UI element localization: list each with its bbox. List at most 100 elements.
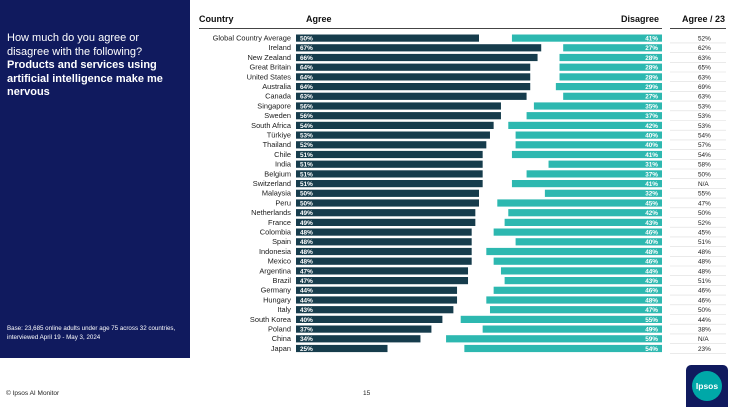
agree-2023-label: 62%	[698, 45, 711, 52]
agree-2023-label: 48%	[698, 268, 711, 275]
agree-bar	[296, 73, 531, 81]
disagree-value-label: 40%	[645, 133, 658, 140]
disagree-bar	[559, 63, 662, 71]
country-label: Spain	[272, 237, 291, 246]
agree-bar	[296, 296, 458, 304]
agree-bar	[296, 141, 487, 149]
agree-value-label: 48%	[300, 259, 313, 266]
agree-bar	[296, 121, 494, 129]
agree-bar	[296, 92, 527, 100]
country-label: Germany	[261, 286, 292, 295]
question-lead: How much do you agree or disagree with t…	[7, 32, 143, 58]
country-label: Indonesia	[259, 247, 292, 256]
agree-bar	[296, 189, 479, 197]
disagree-value-label: 40%	[645, 239, 658, 246]
disagree-bar	[508, 121, 662, 129]
question-main: Products and services using artificial i…	[7, 59, 163, 98]
disagree-bar	[515, 131, 662, 139]
disagree-value-label: 47%	[645, 307, 658, 314]
disagree-value-label: 37%	[645, 113, 658, 120]
agree-value-label: 64%	[300, 84, 313, 91]
agree-value-label: 52%	[300, 142, 313, 149]
header-divider-trend	[670, 28, 726, 29]
agree-value-label: 49%	[300, 220, 313, 227]
disagree-value-label: 43%	[645, 220, 658, 227]
disagree-bar	[493, 228, 662, 236]
disagree-value-label: 41%	[645, 36, 658, 43]
header-disagree: Disagree	[621, 14, 660, 24]
disagree-value-label: 27%	[645, 45, 658, 52]
disagree-bar	[497, 199, 662, 207]
country-label: Great Britain	[250, 63, 292, 72]
agree-2023-label: 55%	[698, 191, 711, 198]
country-label: South Africa	[251, 121, 292, 130]
question-panel: How much do you agree or disagree with t…	[0, 0, 190, 358]
ipsos-logo-mark: Ipsos	[692, 371, 722, 401]
country-label: United States	[247, 72, 292, 81]
country-label: Malaysia	[262, 189, 292, 198]
ipsos-logo: Ipsos	[686, 365, 728, 407]
disagree-bar	[493, 257, 662, 265]
country-label: Chile	[274, 150, 291, 159]
agree-2023-label: 50%	[698, 171, 711, 178]
disagree-value-label: 31%	[645, 162, 658, 169]
agree-bar	[296, 44, 542, 52]
country-label: India	[275, 160, 292, 169]
agree-bar	[296, 112, 501, 120]
disagree-value-label: 55%	[645, 317, 658, 324]
agree-bar	[296, 306, 454, 314]
agree-2023-label: 54%	[698, 152, 711, 159]
disagree-bar	[489, 306, 662, 314]
disagree-bar	[533, 102, 662, 110]
disagree-bar	[526, 112, 662, 120]
agree-bar	[296, 257, 472, 265]
agree-2023-label: 58%	[698, 162, 711, 169]
agree-value-label: 44%	[300, 297, 313, 304]
agree-value-label: 64%	[300, 65, 313, 72]
agree-value-label: 47%	[300, 268, 313, 275]
disagree-bar	[511, 180, 662, 188]
agree-2023-label: 63%	[698, 94, 711, 101]
country-label: South Korea	[250, 315, 292, 324]
disagree-bar	[486, 247, 662, 256]
country-label: Türkiye	[267, 131, 291, 140]
agree-2023-label: 65%	[698, 65, 711, 72]
agree-value-label: 63%	[300, 94, 313, 101]
country-label: Italy	[277, 305, 291, 314]
disagree-value-label: 41%	[645, 181, 658, 188]
disagree-value-label: 46%	[645, 259, 658, 266]
agree-bar	[296, 102, 501, 110]
agree-value-label: 51%	[300, 181, 313, 188]
disagree-bar	[511, 150, 662, 159]
agree-bar	[296, 34, 479, 42]
header-divider	[199, 28, 662, 29]
agree-bar	[296, 131, 490, 139]
disagree-bar	[559, 53, 662, 62]
disagree-value-label: 37%	[645, 171, 658, 178]
country-label: France	[268, 218, 291, 227]
country-label: China	[272, 334, 292, 343]
agree-value-label: 51%	[300, 162, 313, 169]
country-label: Brazil	[273, 276, 292, 285]
disagree-value-label: 28%	[645, 74, 658, 81]
agree-bar	[296, 160, 483, 168]
header-agree: Agree	[306, 14, 332, 24]
agree-value-label: 66%	[300, 55, 313, 62]
agree-2023-label: N/A	[698, 181, 709, 188]
disagree-value-label: 46%	[645, 288, 658, 295]
agree-bar	[296, 267, 469, 275]
agree-2023-label: N/A	[698, 336, 709, 343]
disagree-bar	[504, 277, 662, 285]
agree-2023-label: 50%	[698, 307, 711, 314]
footer-source: © Ipsos AI Monitor	[6, 390, 60, 397]
country-label: Colombia	[260, 228, 292, 237]
agree-bar	[296, 325, 432, 333]
diverging-bar-chart: Global Country Average 50% 41% 52% Ireland 67…	[213, 34, 726, 354]
agree-bar	[296, 277, 469, 285]
agree-value-label: 56%	[300, 103, 313, 110]
disagree-bar	[515, 141, 662, 149]
agree-value-label: 25%	[300, 346, 313, 353]
disagree-bar	[504, 218, 662, 226]
agree-2023-label: 52%	[698, 220, 711, 227]
agree-bar	[296, 63, 531, 71]
